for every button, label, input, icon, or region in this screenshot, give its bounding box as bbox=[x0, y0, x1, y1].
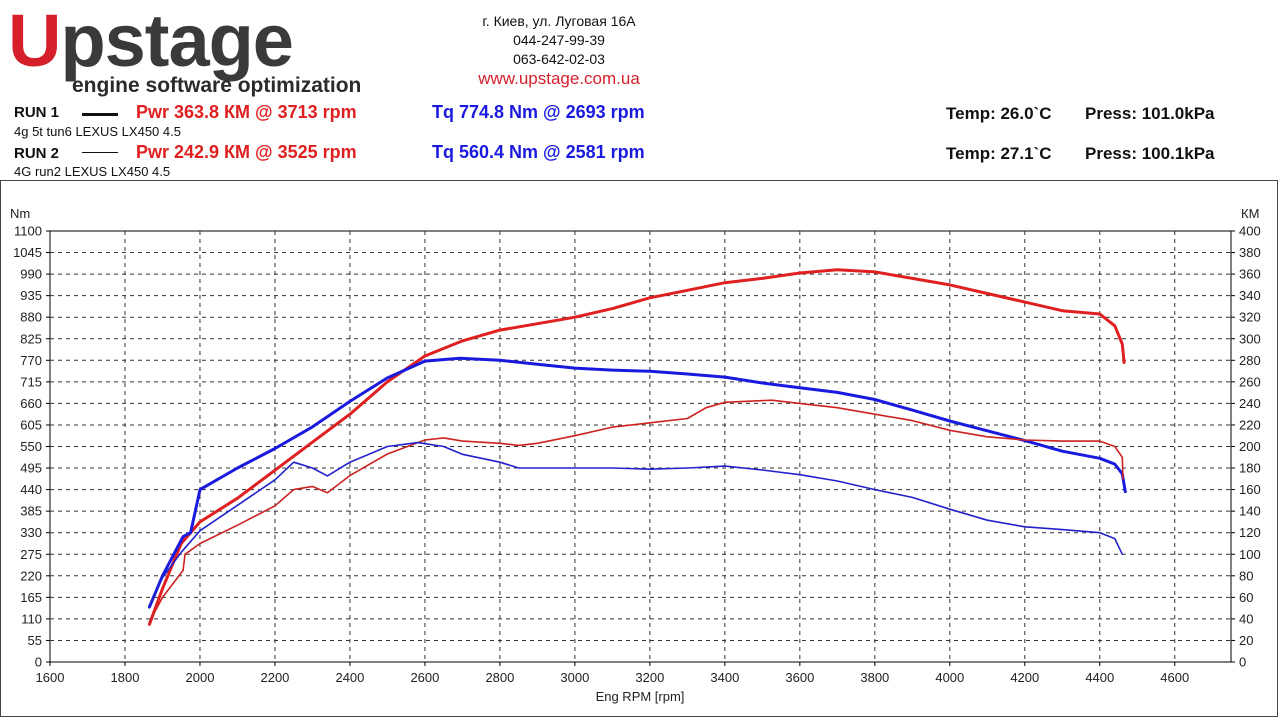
y-right-tick-label: 100 bbox=[1239, 547, 1261, 562]
x-tick-label: 4400 bbox=[1085, 670, 1114, 685]
x-tick-label: 3200 bbox=[635, 670, 664, 685]
series-run1-torque-line bbox=[147, 356, 1127, 609]
y-left-tick-label: 110 bbox=[21, 611, 42, 626]
y-left-tick-label: 990 bbox=[20, 267, 42, 282]
y-right-tick-label: 140 bbox=[1239, 504, 1261, 519]
x-tick-label: 4200 bbox=[1010, 670, 1039, 685]
chart-tick-labels: 1600 1800 2000 2200 2400 2600 2800 3000 3200 3400… bbox=[13, 224, 1261, 686]
y-right-tick-label: 280 bbox=[1239, 353, 1261, 368]
y-right-tick-label: 300 bbox=[1239, 331, 1261, 346]
y-left-tick-label: 385 bbox=[20, 504, 42, 519]
y-left-tick-label: 330 bbox=[20, 525, 42, 540]
y-axis-right-label: КМ bbox=[1241, 206, 1259, 221]
series-run2-power-line bbox=[148, 399, 1124, 623]
x-tick-label: 3400 bbox=[710, 670, 739, 685]
x-tick-label: 2000 bbox=[186, 670, 215, 685]
run-2-description: 4G run2 LEXUS LX450 4.5 bbox=[14, 164, 171, 179]
y-right-tick-label: 260 bbox=[1239, 374, 1261, 389]
y-right-tick-label: 160 bbox=[1239, 482, 1261, 497]
run-1-line-sample bbox=[82, 113, 118, 116]
series-run2-torque-line bbox=[148, 441, 1124, 607]
contact-website: www.upstage.com.ua bbox=[478, 69, 640, 88]
y-right-tick-label: 20 bbox=[1239, 633, 1253, 648]
x-tick-label: 3600 bbox=[785, 670, 814, 685]
series-run1-power-line bbox=[147, 268, 1126, 626]
x-tick-label: 2600 bbox=[410, 670, 439, 685]
y-right-tick-label: 180 bbox=[1239, 461, 1261, 476]
run-1-power-peak: Pwr 363.8 КМ @ 3713 rpm bbox=[136, 102, 357, 122]
y-right-tick-label: 40 bbox=[1239, 611, 1253, 626]
y-left-tick-label: 0 bbox=[35, 655, 42, 670]
logo-tagline: engine software optimization bbox=[72, 74, 362, 97]
logo-wordmark: Upstage bbox=[8, 4, 294, 78]
x-tick-label: 3000 bbox=[560, 670, 589, 685]
y-left-tick-label: 1045 bbox=[13, 245, 42, 260]
run-2-label: RUN 2 bbox=[14, 145, 60, 162]
run-2-pressure: Press: 100.1kPa bbox=[1085, 144, 1215, 163]
y-right-tick-label: 60 bbox=[1239, 590, 1253, 605]
y-right-tick-label: 380 bbox=[1239, 245, 1261, 260]
y-right-tick-label: 80 bbox=[1239, 568, 1253, 583]
chart-axes: Nm КМ Eng RPM [rpm] bbox=[10, 206, 1259, 704]
upstage-logo: Upstage engine software optimization bbox=[8, 4, 408, 100]
x-tick-label: 2200 bbox=[260, 670, 289, 685]
logo-letter-u: U bbox=[8, 0, 61, 82]
run-1-description: 4g 5t tun6 LEXUS LX450 4.5 bbox=[14, 124, 181, 139]
y-left-tick-label: 1100 bbox=[14, 224, 42, 239]
run-1-pressure: Press: 101.0kPa bbox=[1085, 104, 1215, 123]
y-left-tick-label: 825 bbox=[20, 331, 42, 346]
logo-letters-rest: pstage bbox=[60, 0, 294, 82]
y-right-tick-label: 320 bbox=[1239, 310, 1261, 325]
y-left-tick-label: 715 bbox=[20, 374, 42, 389]
contact-phone-2: 063-642-02-03 bbox=[513, 51, 605, 67]
y-axis-left-label: Nm bbox=[10, 206, 30, 221]
x-tick-label: 1600 bbox=[36, 670, 65, 685]
x-tick-label: 1800 bbox=[111, 670, 140, 685]
x-tick-label: 2800 bbox=[485, 670, 514, 685]
y-left-tick-label: 440 bbox=[20, 482, 42, 497]
x-tick-label: 3800 bbox=[860, 670, 889, 685]
y-right-tick-label: 200 bbox=[1239, 439, 1261, 454]
y-left-tick-label: 220 bbox=[20, 568, 42, 583]
chart-frame bbox=[0, 180, 1278, 717]
y-left-tick-label: 275 bbox=[20, 547, 42, 562]
y-left-tick-label: 165 bbox=[20, 590, 42, 605]
y-left-tick-label: 550 bbox=[20, 439, 42, 454]
y-right-tick-label: 240 bbox=[1239, 396, 1261, 411]
y-left-tick-label: 605 bbox=[20, 417, 42, 432]
chart-grid bbox=[46, 230, 1235, 666]
x-tick-label: 4600 bbox=[1160, 670, 1189, 685]
y-left-tick-label: 935 bbox=[20, 288, 42, 303]
run-1-torque-peak: Tq 774.8 Nm @ 2693 rpm bbox=[432, 102, 645, 122]
y-right-tick-label: 360 bbox=[1239, 267, 1261, 282]
y-left-tick-label: 880 bbox=[20, 310, 42, 325]
y-right-tick-label: 0 bbox=[1239, 655, 1246, 670]
run-2-torque-peak: Tq 560.4 Nm @ 2581 rpm bbox=[432, 142, 645, 162]
chart-series bbox=[147, 268, 1127, 626]
run-1-temperature: Temp: 26.0`C bbox=[946, 104, 1052, 123]
contact-address: г. Киев, ул. Луговая 16А bbox=[482, 13, 636, 29]
contact-block: г. Киев, ул. Луговая 16А 044-247-99-39 0… bbox=[440, 12, 678, 88]
y-right-tick-label: 220 bbox=[1239, 417, 1261, 432]
y-right-tick-label: 340 bbox=[1239, 288, 1261, 303]
y-left-tick-label: 660 bbox=[20, 396, 42, 411]
run-2-power-peak: Pwr 242.9 КМ @ 3525 rpm bbox=[136, 142, 357, 162]
x-axis-label: Eng RPM [rpm] bbox=[596, 689, 685, 704]
run-1-label: RUN 1 bbox=[14, 104, 60, 121]
y-right-tick-label: 400 bbox=[1239, 224, 1261, 239]
y-left-tick-label: 770 bbox=[20, 353, 42, 368]
y-left-tick-label: 495 bbox=[20, 461, 42, 476]
x-tick-label: 4000 bbox=[935, 670, 964, 685]
x-tick-label: 2400 bbox=[335, 670, 364, 685]
y-left-tick-label: 55 bbox=[28, 633, 42, 648]
run-2-temperature: Temp: 27.1`C bbox=[946, 144, 1052, 163]
dyno-chart: Nm КМ Eng RPM [rpm] 1600 1800 2000 2200 2400… bbox=[10, 206, 1261, 704]
run-2-line-sample bbox=[82, 152, 118, 153]
contact-phone-1: 044-247-99-39 bbox=[513, 32, 605, 48]
y-right-tick-label: 120 bbox=[1239, 525, 1261, 540]
